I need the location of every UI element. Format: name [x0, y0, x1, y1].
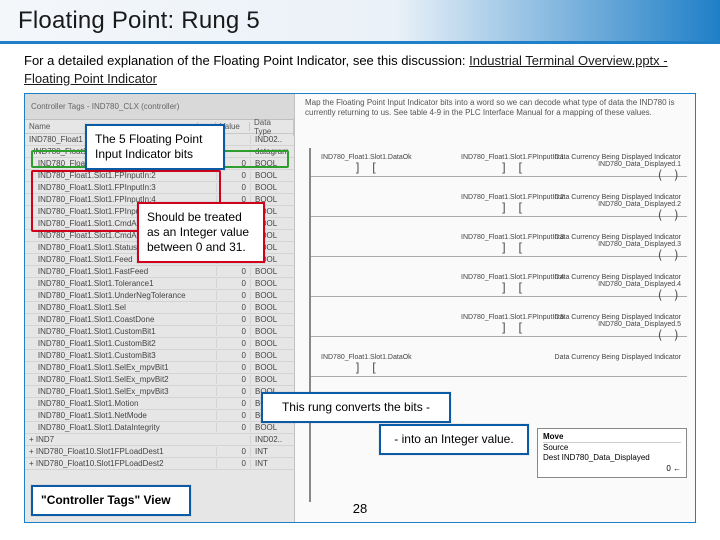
table-row: IND780_Float1.Slot1.SelEx_mpvBit20BOOL [25, 374, 294, 386]
table-row: IND780_Float1.Slot1.SelEx_mpvBit30BOOL [25, 386, 294, 398]
table-row: IND780_Float1.Slot1.DataIntegrity0BOOL [25, 422, 294, 434]
table-row: IND780_Float1.Slot1.SelEx_mpvBit10BOOL [25, 362, 294, 374]
ladder-rung: IND780_Float1.Slot1.FPInputIn:3] [Data C… [311, 234, 687, 268]
col-type: Data Type [250, 118, 294, 136]
table-row: IND780_Float1.Slot1.CoastDone0BOOL [25, 314, 294, 326]
callout-integer-range: Should be treated as an Integer value be… [137, 202, 265, 263]
table-row: IND780_Float1.Slot1.NetMode0BOOL [25, 410, 294, 422]
ladder-rung: IND780_Float1.Slot1.FPInputIn:2] [Data C… [311, 194, 687, 228]
table-row: IND780_Float1.Slot1.Tolerance10BOOL [25, 278, 294, 290]
table-row: IND780_Float1.Slot1.FastFeed0BOOL [25, 266, 294, 278]
table-row: + IND7IND02.. [25, 434, 294, 446]
table-row: IND780_Float1.Slot1.CustomBit10BOOL [25, 326, 294, 338]
page-number: 28 [353, 501, 367, 516]
move-dest: Dest IND780_Data_Displayed [543, 453, 681, 463]
page-title: Floating Point: Rung 5 [18, 7, 260, 35]
ladder-rung: IND780_Float1.Slot1.FPInputIn:4] [Data C… [311, 274, 687, 308]
ladder-rung: IND780_Float1.Slot1.FPInputIn:5] [Data C… [311, 314, 687, 348]
intro-text: For a detailed explanation of the Floati… [0, 44, 720, 93]
diagram-stage: Controller Tags - IND780_CLX (controller… [24, 93, 696, 523]
callout-converts-bits: This rung converts the bits - [261, 392, 451, 423]
table-row: + IND780_Float10.Slot1FPLoadDest10INT [25, 446, 294, 458]
table-row: + IND780_Float10.Slot1FPLoadDest20INT [25, 458, 294, 470]
title-bar: Floating Point: Rung 5 [0, 0, 720, 44]
callout-into-integer: - into an Integer value. [379, 424, 529, 455]
table-row: IND780_Float1.Slot1.CustomBit30BOOL [25, 350, 294, 362]
callout-controller-tags-view: "Controller Tags" View [31, 485, 191, 516]
move-instruction: Move Source Dest IND780_Data_Displayed 0… [537, 428, 687, 479]
move-title: Move [543, 432, 681, 443]
table-row: IND780_Float1.Slot1.Motion0BOOL [25, 398, 294, 410]
move-val: 0 ← [543, 464, 681, 474]
ladder-caption: Map the Floating Point Input Indicator b… [305, 98, 685, 117]
table-row: IND780_Float1.Slot1.CustomBit20BOOL [25, 338, 294, 350]
move-source: Source [543, 443, 681, 453]
intro-lead: For a detailed explanation of the Floati… [24, 53, 469, 68]
table-row: IND780_Float1.Slot1.UnderNegTolerance0BO… [25, 290, 294, 302]
table-row: IND780_Float1.Slot1.Sel0BOOL [25, 302, 294, 314]
ladder-rung: IND780_Float1.Slot1.DataOk] [Data Curren… [311, 354, 687, 388]
ladder-rung: IND780_Float1.Slot1.DataOk] [IND780_Floa… [311, 154, 687, 188]
ladder-panel: Map the Floating Point Input Indicator b… [295, 94, 695, 522]
panel-header: Controller Tags - IND780_CLX (controller… [25, 94, 294, 120]
callout-fp-bits: The 5 Floating Point Input Indicator bit… [85, 124, 225, 170]
